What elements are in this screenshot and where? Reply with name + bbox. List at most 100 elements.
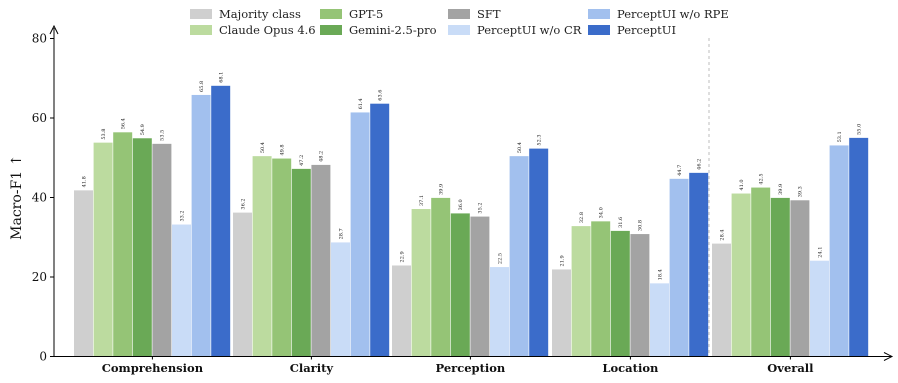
bar-gpt-5-perception bbox=[431, 197, 451, 357]
legend-label: Majority class bbox=[219, 7, 301, 21]
legend-item: Majority class bbox=[190, 6, 301, 22]
bar-sft-location bbox=[630, 234, 650, 357]
y-tick-label: 40 bbox=[32, 191, 47, 205]
bar-perceptui-clarity bbox=[370, 103, 390, 357]
data-label: 63.6 bbox=[378, 90, 384, 101]
legend-swatch bbox=[448, 9, 470, 19]
data-label: 50.4 bbox=[260, 142, 266, 153]
data-label: 39.9 bbox=[439, 184, 445, 195]
bar-perceptui-w-o-cr-location bbox=[650, 283, 669, 357]
bar-claude-opus-4-6-overall bbox=[731, 193, 751, 357]
data-label: 65.8 bbox=[199, 81, 205, 92]
bar-majority-class-perception bbox=[392, 265, 411, 357]
bar-perceptui-perception bbox=[529, 148, 549, 357]
bar-majority-class-clarity bbox=[233, 212, 252, 357]
data-label: 54.9 bbox=[140, 124, 146, 135]
data-label: 30.8 bbox=[638, 220, 644, 231]
bar-perceptui-w-o-cr-perception bbox=[490, 267, 509, 357]
legend: Majority class Claude Opus 4.6 GPT-5 Gemini… bbox=[0, 2, 898, 38]
bar-majority-class-overall bbox=[712, 243, 731, 357]
data-label: 24.1 bbox=[817, 247, 823, 258]
legend-label: PerceptUI bbox=[617, 23, 676, 37]
bar-perceptui-w-o-rpe-overall bbox=[829, 145, 849, 357]
data-label: 31.6 bbox=[618, 217, 624, 228]
data-label: 48.2 bbox=[319, 151, 325, 162]
bar-majority-class-location bbox=[552, 269, 571, 357]
legend-swatch bbox=[588, 9, 610, 19]
y-tick-label: 60 bbox=[32, 111, 47, 125]
data-label: 68.1 bbox=[219, 72, 225, 83]
legend-item: PerceptUI w/o CR bbox=[448, 22, 581, 38]
x-tick-label: Perception bbox=[436, 361, 506, 375]
bar-claude-opus-4-6-perception bbox=[411, 209, 431, 357]
data-label: 55.0 bbox=[857, 124, 863, 135]
y-tick-label: 0 bbox=[39, 350, 47, 364]
bar-perceptui-w-o-cr-comprehension bbox=[172, 224, 191, 357]
data-label: 33.2 bbox=[179, 210, 185, 221]
y-axis-arrow bbox=[49, 24, 59, 35]
x-tick-label: Location bbox=[602, 361, 659, 375]
legend-item: GPT-5 bbox=[320, 6, 383, 22]
legend-item: PerceptUI bbox=[588, 22, 676, 38]
data-label: 42.5 bbox=[759, 173, 765, 184]
data-label: 41.0 bbox=[739, 179, 745, 190]
data-label: 18.4 bbox=[657, 269, 663, 280]
legend-swatch bbox=[588, 25, 610, 35]
bar-perceptui-location bbox=[689, 172, 709, 357]
legend-label: GPT-5 bbox=[349, 7, 384, 21]
bar-sft-overall bbox=[790, 200, 810, 357]
bar-gemini-2-5-pro-perception bbox=[450, 213, 470, 357]
bar-sft-comprehension bbox=[152, 143, 172, 357]
data-label: 44.7 bbox=[677, 165, 683, 176]
legend-swatch bbox=[320, 9, 342, 19]
legend-item: SFT bbox=[448, 6, 501, 22]
legend-item: Claude Opus 4.6 bbox=[190, 22, 316, 38]
bar-gpt-5-location bbox=[591, 221, 611, 357]
data-label: 35.2 bbox=[478, 202, 484, 213]
legend-label: PerceptUI w/o RPE bbox=[617, 7, 729, 21]
data-label: 61.4 bbox=[358, 98, 364, 109]
bar-claude-opus-4-6-location bbox=[571, 226, 591, 357]
data-label: 46.2 bbox=[697, 159, 703, 170]
x-tick-label: Comprehension bbox=[102, 361, 204, 375]
data-label: 53.5 bbox=[160, 130, 166, 141]
data-label: 39.3 bbox=[798, 186, 804, 197]
legend-swatch bbox=[320, 25, 342, 35]
data-label: 49.8 bbox=[280, 144, 286, 155]
bar-perceptui-w-o-rpe-perception bbox=[509, 156, 529, 357]
bar-gemini-2-5-pro-comprehension bbox=[132, 138, 152, 357]
legend-swatch bbox=[448, 25, 470, 35]
data-label: 28.4 bbox=[719, 229, 725, 240]
data-label: 50.4 bbox=[517, 142, 523, 153]
legend-label: PerceptUI w/o CR bbox=[477, 23, 582, 37]
bar-gpt-5-clarity bbox=[272, 158, 292, 357]
data-label: 22.5 bbox=[497, 253, 503, 264]
bar-sft-clarity bbox=[311, 164, 331, 357]
bar-claude-opus-4-6-comprehension bbox=[93, 142, 113, 357]
x-tick-label: Clarity bbox=[290, 361, 334, 375]
x-axis-arrow bbox=[883, 352, 894, 361]
bar-gpt-5-comprehension bbox=[113, 132, 133, 357]
data-label: 41.8 bbox=[81, 176, 87, 187]
legend-label: Gemini-2.5-pro bbox=[349, 23, 437, 37]
bar-sft-perception bbox=[470, 216, 490, 357]
bar-perceptui-comprehension bbox=[211, 85, 231, 357]
y-axis-label: Macro-F1 ↑ bbox=[9, 155, 25, 240]
legend-label: SFT bbox=[477, 7, 501, 21]
data-label: 56.4 bbox=[121, 118, 127, 129]
legend-item: PerceptUI w/o RPE bbox=[588, 6, 729, 22]
bar-perceptui-w-o-rpe-location bbox=[669, 178, 689, 357]
y-tick-label: 20 bbox=[32, 270, 47, 284]
bar-claude-opus-4-6-clarity bbox=[252, 156, 272, 357]
data-label: 21.9 bbox=[559, 255, 565, 266]
data-label: 22.9 bbox=[399, 251, 405, 262]
data-label: 37.1 bbox=[419, 195, 425, 206]
bar-majority-class-comprehension bbox=[74, 190, 93, 357]
data-label: 34.0 bbox=[599, 207, 605, 218]
legend-swatch bbox=[190, 25, 212, 35]
data-label: 39.9 bbox=[778, 184, 784, 195]
bar-gemini-2-5-pro-clarity bbox=[291, 168, 311, 357]
data-label: 47.2 bbox=[299, 155, 305, 166]
bar-perceptui-w-o-cr-overall bbox=[810, 260, 829, 357]
